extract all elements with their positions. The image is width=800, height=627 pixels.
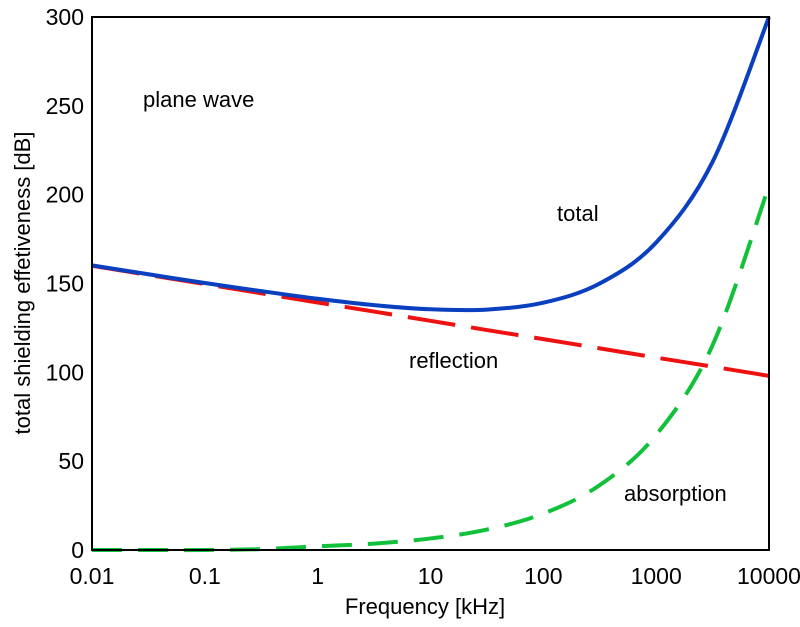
x-tick-label: 10000 [737,563,800,589]
x-tick-labels: 0.01 0.1 1 10 100 1000 10000 [70,563,800,589]
x-tick-label: 100 [524,563,562,589]
annotation-reflection: reflection [409,348,498,373]
total-series-line [91,16,771,313]
y-axis-label: total shielding effetiveness [dB] [10,132,35,435]
x-tick-label: 10 [418,563,444,589]
y-tick-label: 50 [58,448,84,474]
y-tick-label: 100 [46,359,84,385]
y-tick-label: 0 [71,537,84,563]
x-tick-label: 0.01 [70,563,115,589]
annotation-plane-wave: plane wave [143,87,254,112]
x-axis-label: Frequency [kHz] [345,594,505,619]
annotation-total: total [557,201,599,226]
x-tick-label: 1000 [631,563,682,589]
y-tick-labels: 0 50 100 150 200 250 300 [46,4,84,563]
y-tick-label: 300 [46,4,84,30]
annotation-absorption: absorption [624,481,727,506]
y-tick-label: 150 [46,271,84,297]
y-tick-label: 250 [46,93,84,119]
x-tick-label: 1 [311,563,324,589]
plot-frame [91,16,770,551]
reflection-series-line [91,263,770,378]
y-tick-label: 200 [46,182,84,208]
x-tick-label: 0.1 [189,563,221,589]
